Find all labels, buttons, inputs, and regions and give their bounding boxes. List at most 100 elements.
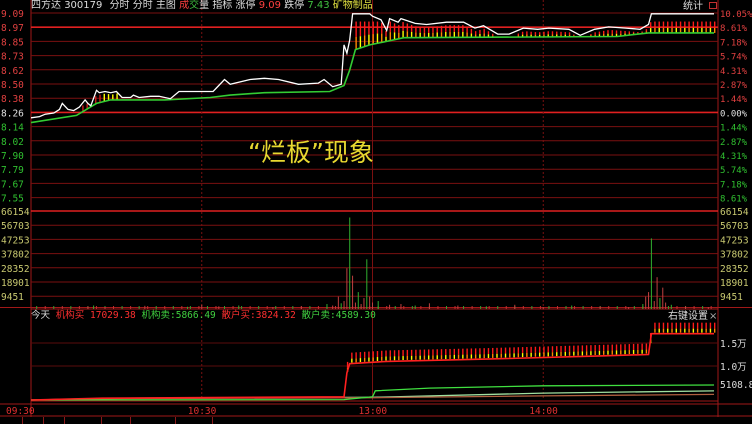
volume-tick-label: 37802 xyxy=(1,250,30,261)
percent-tick-label: 8.61% xyxy=(720,195,748,205)
buy-band-mark xyxy=(598,31,601,35)
buy-band-mark xyxy=(445,25,447,33)
inst-buy-band-mark xyxy=(509,347,511,354)
inst-buy-band-mark xyxy=(551,352,554,357)
inst-buy-band-mark xyxy=(667,322,669,329)
inst-buy-band-mark xyxy=(402,350,404,357)
inst-buy-band-mark xyxy=(543,352,545,357)
buy-band-mark xyxy=(645,29,648,32)
buy-band-mark xyxy=(402,30,404,38)
retail-sell-value: 4589.30 xyxy=(335,310,376,321)
tab[interactable] xyxy=(65,417,102,424)
buy-band-mark xyxy=(632,31,635,34)
buy-band-mark xyxy=(432,26,434,33)
lower-axis-label: 1.0万 xyxy=(720,362,747,373)
buy-band-mark xyxy=(594,32,596,35)
tab[interactable] xyxy=(23,417,44,424)
inst-buy-band-mark xyxy=(474,348,477,355)
buy-band-mark xyxy=(547,31,549,35)
tab[interactable] xyxy=(102,417,131,424)
indicator-label[interactable]: 指标 xyxy=(212,0,233,11)
inst-buy-band-mark xyxy=(393,350,396,357)
volume-tick-label: 37802 xyxy=(720,250,749,261)
indicator-volume[interactable]: 成交量 xyxy=(179,0,210,11)
inst-buy-band-mark xyxy=(449,354,451,359)
inst-buy-band-mark xyxy=(453,348,456,355)
volume-tick-label: 9451 xyxy=(720,292,743,303)
buy-band-mark xyxy=(449,25,451,32)
buy-band-mark xyxy=(688,21,690,28)
inst-buy-band-mark xyxy=(632,349,635,354)
inst-buy-band-mark xyxy=(641,343,643,350)
buy-band-mark xyxy=(598,34,601,37)
buy-band-mark xyxy=(705,21,707,28)
view-label[interactable]: 分时 主图 xyxy=(132,0,176,11)
inst-buy-band-mark xyxy=(526,346,528,353)
buy-band-mark xyxy=(445,32,447,38)
inst-buy-band-mark xyxy=(423,349,426,356)
inst-buy-band-mark xyxy=(381,350,383,357)
inst-buy-band-mark xyxy=(381,356,383,361)
buy-band-mark xyxy=(675,21,677,28)
inst-buy-band-mark xyxy=(517,353,520,358)
close-icon[interactable]: × xyxy=(709,311,718,322)
buy-band-mark xyxy=(517,33,520,36)
inst-buy-band-mark xyxy=(470,354,473,359)
buy-band-mark xyxy=(423,27,426,33)
buy-band-mark xyxy=(534,34,537,37)
buy-band-mark xyxy=(432,32,434,38)
inst-buy-band-mark xyxy=(714,322,716,329)
volume-tick-label: 47253 xyxy=(720,235,749,246)
inst-buy-band-mark xyxy=(547,346,549,353)
inst-buy-band-mark xyxy=(620,344,622,351)
inst-buy-band-mark xyxy=(372,357,374,362)
buy-band-mark xyxy=(415,32,417,38)
inst-buy-band-mark xyxy=(628,344,631,351)
inst-buy-band-mark xyxy=(462,354,464,359)
settings-button[interactable]: 右键设置 xyxy=(668,311,708,322)
inst-buy-band-mark xyxy=(538,352,541,357)
price-tick-label: 8.14 xyxy=(1,123,24,134)
inst-buy-band-mark xyxy=(692,322,695,329)
buy-band-mark xyxy=(363,21,366,36)
sector-label[interactable]: 矿物制品 xyxy=(332,0,373,11)
inst-buy-band-mark xyxy=(607,350,609,355)
buy-band-mark xyxy=(419,26,421,33)
inst-buy-band-mark xyxy=(594,351,596,356)
buy-band-mark xyxy=(645,31,648,34)
tab[interactable] xyxy=(131,417,176,424)
inst-buy-band-mark xyxy=(470,348,473,355)
inst-buy-band-mark xyxy=(534,346,537,353)
inst-buy-band-mark xyxy=(385,350,387,357)
period-label[interactable]: 分时 xyxy=(109,0,130,11)
buy-band-mark xyxy=(709,21,712,28)
buy-band-mark xyxy=(620,33,622,37)
buy-band-mark xyxy=(568,32,571,35)
buy-band-mark xyxy=(594,34,596,37)
buy-band-mark xyxy=(492,33,494,36)
inst-buy-band-mark xyxy=(590,351,592,356)
inst-buy-band-mark xyxy=(492,347,494,354)
stats-button[interactable]: 统计 xyxy=(683,1,703,12)
buy-band-mark xyxy=(95,96,97,105)
inst-buy-band-mark xyxy=(440,355,443,360)
inst-buy-band-mark xyxy=(615,350,618,355)
inst-buy-band-mark xyxy=(402,356,404,361)
inst-buy-band-mark xyxy=(671,322,673,329)
percent-tick-label: 4.31% xyxy=(720,152,748,162)
tab[interactable] xyxy=(176,417,213,424)
tab[interactable] xyxy=(44,417,65,424)
inst-buy-band-mark xyxy=(479,348,481,355)
window-icon[interactable] xyxy=(709,2,717,9)
price-tick-label: 8.97 xyxy=(1,23,24,34)
price-tick-label: 7.55 xyxy=(1,194,24,205)
inst-buy-band-mark xyxy=(645,343,648,350)
buy-band-mark xyxy=(675,27,677,33)
volume-tick-label: 56703 xyxy=(720,221,749,232)
inst-buy-band-mark xyxy=(696,322,699,329)
inst-buy-band-mark xyxy=(573,345,575,352)
inst-buy-band-mark xyxy=(658,328,660,333)
tab[interactable] xyxy=(0,417,23,424)
buy-band-mark xyxy=(628,31,631,34)
